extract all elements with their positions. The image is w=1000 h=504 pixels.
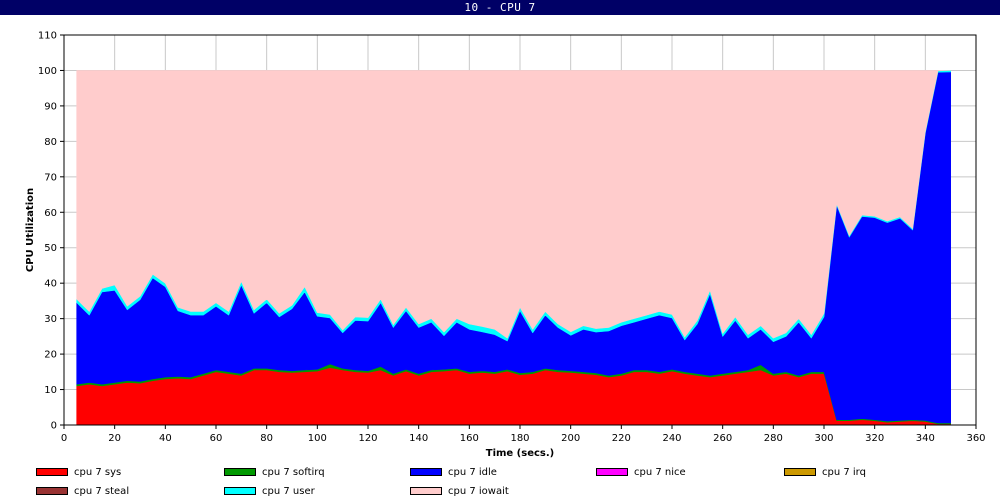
legend-item-idle: cpu 7 idle [410, 465, 497, 479]
x-tick-label: 260 [713, 433, 732, 444]
y-tick-label: 110 [38, 31, 57, 42]
window-title-bar: 10 - CPU 7 [0, 0, 1000, 15]
y-tick-label: 20 [44, 350, 57, 361]
x-tick-label: 40 [159, 433, 172, 444]
legend-swatch [36, 468, 68, 476]
y-tick-label: 30 [44, 314, 57, 325]
x-tick-label: 200 [561, 433, 580, 444]
legend-swatch [224, 487, 256, 495]
legend-swatch [224, 468, 256, 476]
legend-item-user: cpu 7 user [224, 484, 315, 498]
area-sys [76, 367, 951, 426]
x-tick-label: 60 [210, 433, 223, 444]
y-tick-label: 90 [44, 101, 57, 112]
legend-item-iowait: cpu 7 iowait [410, 484, 509, 498]
y-tick-label: 60 [44, 208, 57, 219]
y-tick-label: 100 [38, 66, 57, 77]
legend-label: cpu 7 nice [634, 466, 686, 478]
x-tick-label: 220 [612, 433, 631, 444]
legend-item-nice: cpu 7 nice [596, 465, 686, 479]
legend-swatch [596, 468, 628, 476]
x-tick-label: 240 [662, 433, 681, 444]
y-tick-label: 10 [44, 385, 57, 396]
legend-label: cpu 7 user [262, 485, 315, 497]
legend-swatch [410, 487, 442, 495]
x-tick-label: 180 [510, 433, 529, 444]
legend-item-irq: cpu 7 irq [784, 465, 866, 479]
legend-label: cpu 7 irq [822, 466, 866, 478]
legend-label: cpu 7 softirq [262, 466, 325, 478]
axis-ticks: 0 20 40 60 80 100 120 140 160 180 200 220 240 260 280 3… [38, 31, 986, 445]
area-iowait [76, 70, 951, 339]
y-tick-label: 70 [44, 172, 57, 183]
x-tick-label: 160 [460, 433, 479, 444]
chart-legend: cpu 7 sys cpu 7 softirq cpu 7 idle cpu 7 ni… [0, 464, 1000, 504]
legend-item-steal: cpu 7 steal [36, 484, 129, 498]
x-tick-label: 280 [764, 433, 783, 444]
x-tick-label: 80 [260, 433, 273, 444]
x-tick-label: 300 [814, 433, 833, 444]
legend-label: cpu 7 steal [74, 485, 130, 497]
legend-item-sys: cpu 7 sys [36, 465, 121, 479]
legend-label: cpu 7 iowait [448, 485, 509, 497]
x-tick-label: 20 [108, 433, 121, 444]
x-tick-label: 340 [916, 433, 935, 444]
y-tick-label: 50 [44, 243, 57, 254]
y-tick-label: 80 [44, 137, 57, 148]
window-title: 10 - CPU 7 [464, 1, 536, 14]
x-axis-label: Time (secs.) [486, 448, 555, 459]
y-tick-label: 0 [51, 421, 57, 432]
x-tick-label: 0 [61, 433, 67, 444]
legend-label: cpu 7 sys [74, 466, 122, 478]
cpu-utilization-chart: 0 20 40 60 80 100 120 140 160 180 200 220 240 260 280 3… [25, 31, 986, 460]
legend-swatch [36, 487, 68, 495]
legend-item-softirq: cpu 7 softirq [224, 465, 325, 479]
x-tick-label: 120 [358, 433, 377, 444]
x-tick-label: 360 [966, 433, 985, 444]
y-axis-label: CPU Utilization [25, 188, 36, 272]
y-tick-label: 40 [44, 279, 57, 290]
legend-swatch [410, 468, 442, 476]
x-tick-label: 140 [409, 433, 428, 444]
legend-label: cpu 7 idle [448, 466, 497, 478]
x-tick-label: 100 [308, 433, 327, 444]
x-tick-label: 320 [865, 433, 884, 444]
legend-swatch [784, 468, 816, 476]
stacked-areas [76, 70, 951, 426]
